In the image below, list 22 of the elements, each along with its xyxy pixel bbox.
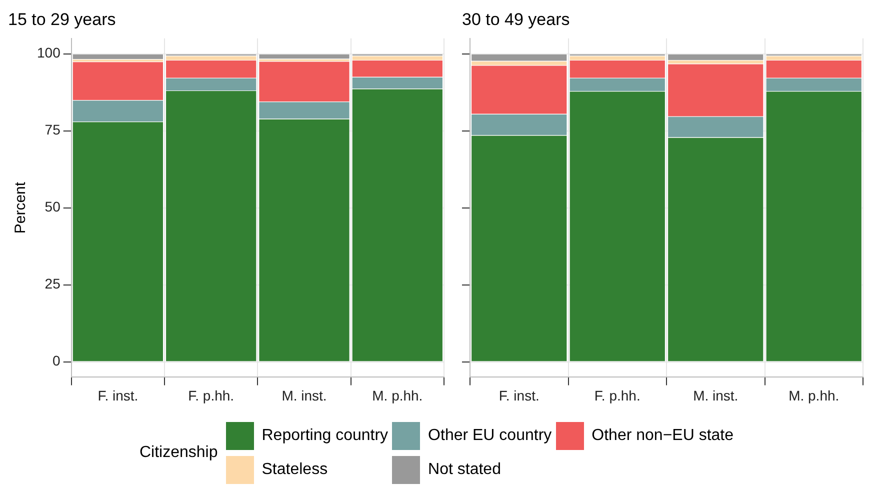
y-tick-label: 50 <box>44 198 61 215</box>
chart-title: 15 to 29 years <box>8 10 116 29</box>
chart-title: 30 to 49 years <box>462 10 570 29</box>
y-axis-title: Percent <box>12 181 30 234</box>
legend-label: Reporting country <box>262 427 388 445</box>
x-tick-label: F. inst. <box>498 387 540 404</box>
x-tick-label: M. inst. <box>282 387 327 404</box>
x-tick-label: M. p.hh. <box>788 387 840 404</box>
legend-title: Citizenship <box>139 444 218 462</box>
y-tick-label: 25 <box>44 276 61 292</box>
x-tick-label: F. inst. <box>98 387 138 404</box>
legend-label: Not stated <box>428 461 501 479</box>
x-tick-label: F. p.hh. <box>594 387 640 404</box>
x-tick-label: F. p.hh. <box>188 387 234 404</box>
y-tick-label: 0 <box>52 352 61 369</box>
x-tick-label: M. inst. <box>693 387 738 404</box>
legend-label: Stateless <box>262 461 328 479</box>
x-tick-label: M. p.hh. <box>372 387 423 404</box>
y-tick-label: 100 <box>37 44 61 61</box>
y-tick-label: 75 <box>44 122 61 138</box>
legend-label: Other non−EU state <box>592 427 734 445</box>
legend-label: Other EU country <box>428 427 552 445</box>
